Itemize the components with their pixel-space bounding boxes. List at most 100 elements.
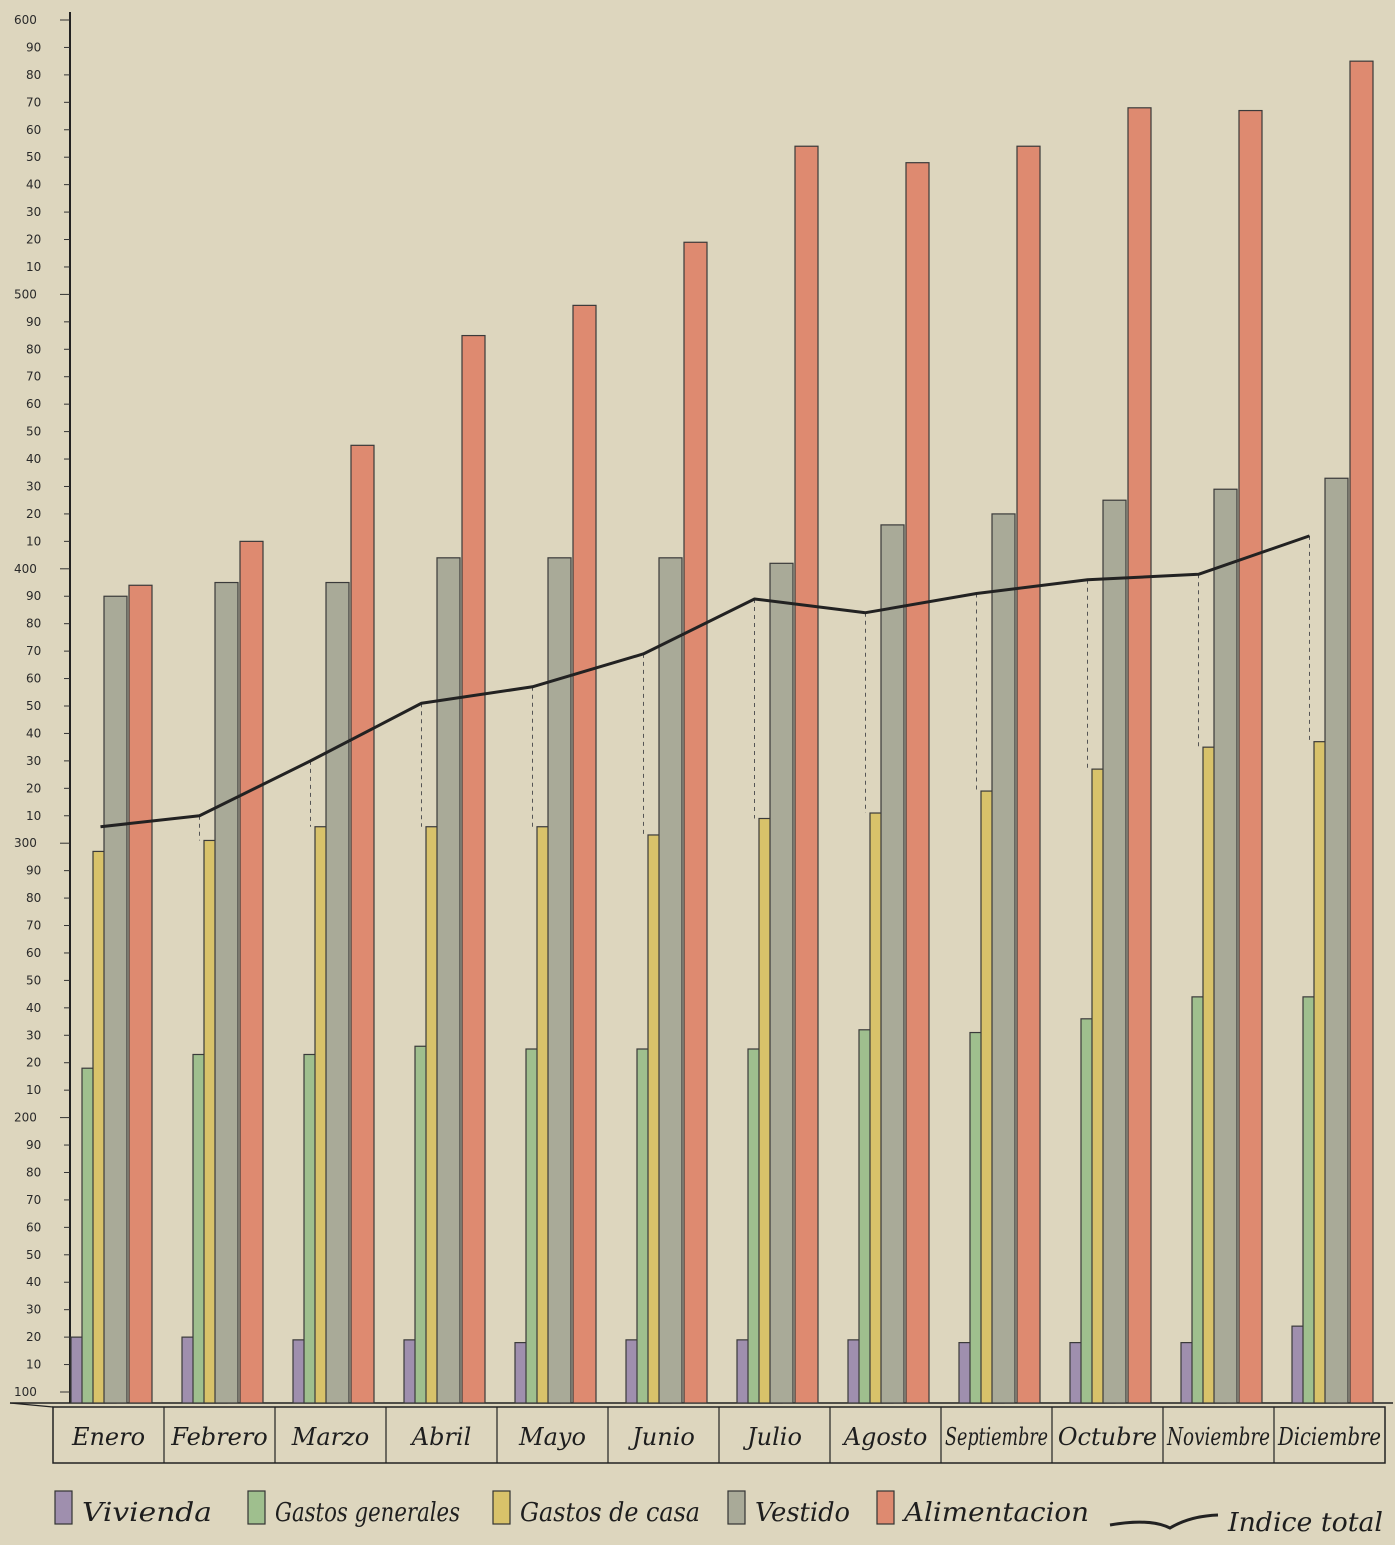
bar-vestido [991,513,1016,1404]
y-tick-label: 60 [26,1220,41,1234]
x-tick-label: Marzo [291,1423,369,1451]
y-tick-label: 20 [26,1330,41,1344]
legend-label: Gastos de casa [520,1498,700,1528]
bar-alimentacion [350,444,375,1404]
bar-vestido [658,557,683,1404]
y-tick-label: 60 [26,672,41,686]
y-tick-label: 80 [26,617,41,631]
x-axis: Enero Febrero Marzo Abril Mayo Junio Julio Agos… [9,1402,1386,1464]
y-tick-label: 20 [26,507,41,521]
x-tick-label: Junio [627,1423,695,1451]
y-tick-label: 60 [26,397,41,411]
y-tick-label: 70 [26,644,41,658]
y-tick-label: 90 [26,1138,41,1152]
bar-vestido [880,524,905,1404]
y-tick-label: 400 [14,562,37,576]
y-tick-label: 10 [26,534,41,548]
y-tick-label: 80 [26,68,41,82]
y-tick-label: 90 [26,315,41,329]
y-tick-label: 70 [26,95,41,109]
bar-alimentacion [683,241,708,1404]
bar-alimentacion [1016,145,1041,1404]
x-tick-label: Enero [71,1423,145,1451]
y-tick-label: 60 [26,946,41,960]
y-tick-label: 30 [26,1303,41,1317]
bar-alimentacion [1127,107,1152,1404]
bar-group [847,162,930,1404]
y-tick-label: 40 [26,1001,41,1015]
x-tick-label: Febrero [170,1423,268,1451]
y-tick-label: 300 [14,836,37,850]
y-tick-label: 80 [26,891,41,905]
y-tick-label: 20 [26,1056,41,1070]
y-tick-label: 30 [26,205,41,219]
x-tick-label: Agosto [842,1423,928,1451]
bar-group [514,304,597,1404]
y-tick-label: 50 [26,699,41,713]
legend-swatch [54,1490,73,1525]
y-tick-label: 70 [26,1193,41,1207]
bar-vestido [547,557,572,1404]
legend-label: Alimentacion [902,1498,1089,1528]
y-tick-label: 70 [26,370,41,384]
bar-vestido [1102,499,1127,1404]
y-tick-label: 80 [26,1165,41,1179]
legend-swatch [492,1490,511,1525]
bar-group [958,145,1041,1404]
bar-group [736,145,819,1404]
y-tick-label: 90 [26,589,41,603]
index-total-line [100,534,1310,829]
bar-vestido [1324,477,1349,1404]
y-tick-label: 30 [26,1028,41,1042]
bar-group [70,584,153,1404]
axis-corner-line [9,1402,54,1408]
y-axis: 100 10 20 30 40 50 60 70 80 90 200 10 20 30 40 50 60 70 80… [10,12,1393,1404]
index-line [100,534,1310,841]
legend-label: Vivienda [82,1498,212,1528]
bar-group [181,540,264,1404]
bar-alimentacion [461,334,486,1404]
y-tick-label: 40 [26,1275,41,1289]
bar-group [403,334,486,1404]
bar-alimentacion [1349,60,1374,1404]
bar-vestido [1213,488,1238,1404]
x-tick-label: Mayo [518,1423,586,1451]
x-tick-label: Abril [410,1423,472,1451]
bar-alimentacion [572,304,597,1404]
y-tick-label: 600 [14,13,37,27]
bar-alimentacion [239,540,264,1404]
legend-swatch [727,1490,746,1525]
bar-group [1180,109,1263,1404]
legend-label: Vestido [755,1498,850,1528]
bar-group [292,444,375,1404]
x-tick-label: Diciembre [1277,1423,1381,1451]
legend-line-swatch [1109,1513,1219,1530]
y-tick-label: 40 [26,178,41,192]
legend-swatch [247,1490,266,1525]
legend-label: Indice total [1227,1508,1383,1538]
bar-alimentacion [1238,109,1263,1404]
y-tick-label: 90 [26,864,41,878]
x-tick-label: Octubre [1058,1423,1157,1451]
bar-alimentacion [905,162,930,1404]
bar-vestido [436,557,461,1404]
legend-label: Gastos generales [275,1498,460,1528]
y-tick-label: 40 [26,726,41,740]
y-tick-label: 50 [26,973,41,987]
bar-alimentacion [794,145,819,1404]
y-tick-label: 30 [26,754,41,768]
y-tick-label: 200 [14,1111,37,1125]
bars [70,60,1374,1404]
x-tick-label: Julio [742,1423,802,1451]
y-tick-label: 70 [26,919,41,933]
y-tick-label: 90 [26,40,41,54]
bar-alimentacion [128,584,153,1404]
bar-group [1069,107,1152,1404]
bar-vestido [103,595,128,1404]
y-tick-label: 20 [26,233,41,247]
y-tick-label: 10 [26,1358,41,1372]
y-tick-label: 80 [26,342,41,356]
y-tick-label: 40 [26,452,41,466]
y-tick-label: 30 [26,479,41,493]
